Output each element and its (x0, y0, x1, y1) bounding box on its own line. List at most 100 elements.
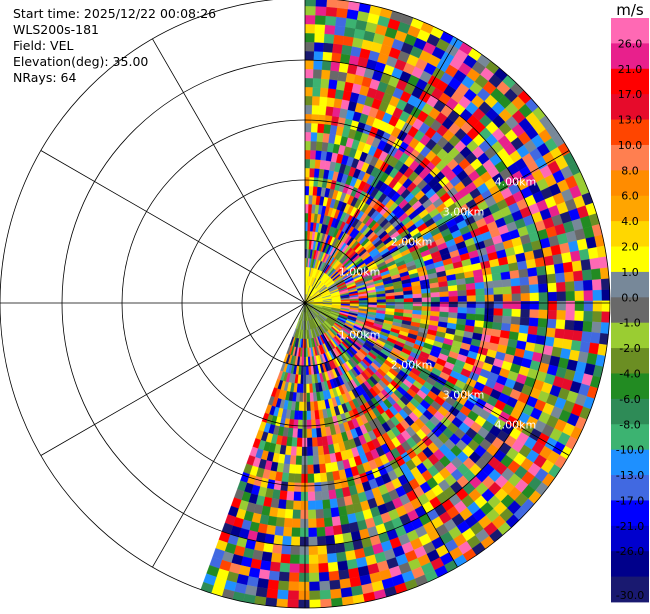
velocity-gate (508, 262, 518, 271)
velocity-gate (476, 289, 485, 296)
velocity-gate (314, 473, 321, 483)
velocity-gate (334, 534, 344, 544)
velocity-gate (327, 553, 337, 563)
velocity-gate (308, 537, 317, 546)
velocity-gate (295, 465, 301, 474)
velocity-gate (296, 456, 302, 465)
velocity-gate (280, 554, 290, 564)
velocity-gate (338, 506, 347, 516)
velocity-gate (301, 501, 309, 510)
colorbar-segments (611, 18, 649, 602)
velocity-gate (314, 60, 323, 69)
velocity-gate (519, 269, 529, 278)
velocity-gate (313, 455, 319, 464)
velocity-gate (270, 562, 281, 572)
velocity-gate (530, 310, 539, 319)
velocity-gate (295, 474, 302, 483)
velocity-gate (316, 141, 323, 151)
velocity-gate (266, 525, 276, 535)
velocity-gate (553, 338, 563, 349)
velocity-gate (422, 306, 431, 311)
velocity-gate (305, 33, 315, 42)
velocity-gate (592, 279, 602, 290)
velocity-gate (565, 311, 575, 321)
velocity-gate (530, 301, 539, 310)
velocity-gate (395, 295, 404, 299)
velocity-gate (299, 591, 310, 600)
velocity-gate (292, 519, 300, 528)
velocity-gate (563, 262, 573, 273)
velocity-gate (422, 298, 431, 303)
velocity-gate (333, 35, 344, 45)
velocity-gate (262, 552, 273, 562)
colorbar-tick-label: -30.0 (616, 589, 644, 602)
velocity-gate (284, 518, 293, 528)
velocity-gate (341, 587, 353, 597)
velocity-gate (602, 301, 610, 312)
velocity-gate (395, 299, 404, 303)
velocity-gate (278, 581, 289, 591)
velocity-gate (565, 281, 575, 291)
velocity-gate (315, 24, 326, 34)
velocity-gate (448, 285, 458, 291)
velocity-gate (494, 309, 503, 316)
velocity-gate (325, 16, 336, 26)
velocity-gate (305, 123, 312, 132)
velocity-gate (318, 554, 328, 564)
velocity-gate (527, 334, 537, 344)
velocity-gate (320, 88, 329, 98)
velocity-gate (305, 186, 309, 195)
velocity-gate (592, 311, 602, 322)
velocity-gate (318, 455, 325, 465)
velocity-gate (289, 573, 299, 582)
velocity-gate (288, 591, 299, 600)
velocity-gate (501, 272, 511, 281)
velocity-gate (329, 571, 340, 581)
velocity-gate (312, 105, 320, 114)
velocity-gate (431, 307, 440, 312)
velocity-gate (326, 7, 337, 17)
azimuth-spoke (153, 39, 306, 303)
velocity-gate (315, 33, 325, 43)
velocity-gate (584, 301, 593, 312)
velocity-gate (257, 578, 269, 588)
velocity-gate (512, 294, 521, 302)
velocity-gate (305, 96, 313, 105)
velocity-gate (287, 482, 294, 492)
velocity-gate (319, 572, 330, 582)
velocity-gate (310, 393, 314, 402)
velocity-gate (519, 325, 529, 334)
colorbar-tick-label: 21.0 (618, 63, 643, 76)
velocity-gate (303, 393, 307, 402)
velocity-gate (260, 560, 271, 570)
velocity-gate (305, 69, 314, 78)
velocity-gate (449, 291, 458, 297)
velocity-gate (320, 590, 331, 600)
range-ring-label: 4.00km (495, 176, 537, 189)
velocity-gate (548, 301, 557, 310)
velocity-gate (298, 420, 303, 429)
velocity-gate (310, 159, 316, 168)
velocity-gate (309, 564, 319, 573)
velocity-gate (545, 265, 555, 275)
velocity-gate (317, 124, 324, 134)
velocity-gate (305, 204, 309, 213)
velocity-gate (327, 481, 335, 491)
velocity-gate (458, 307, 467, 313)
velocity-gate (305, 132, 311, 141)
velocity-gate (368, 300, 377, 303)
velocity-gate (316, 518, 325, 528)
velocity-gate (318, 563, 328, 573)
elevation-text: Elevation(deg): 35.00 (13, 54, 148, 69)
velocity-gate (555, 329, 565, 339)
colorbar-tick-label: 26.0 (618, 37, 643, 50)
velocity-gate (323, 52, 333, 62)
velocity-gate (332, 44, 342, 54)
velocity-gate (271, 553, 281, 563)
velocity-gate (306, 366, 309, 375)
velocity-gate (311, 132, 318, 141)
range-ring-label: 2.00km (391, 359, 433, 372)
velocity-gate (289, 464, 296, 473)
velocity-gate (308, 510, 316, 519)
velocity-gate (325, 25, 336, 35)
